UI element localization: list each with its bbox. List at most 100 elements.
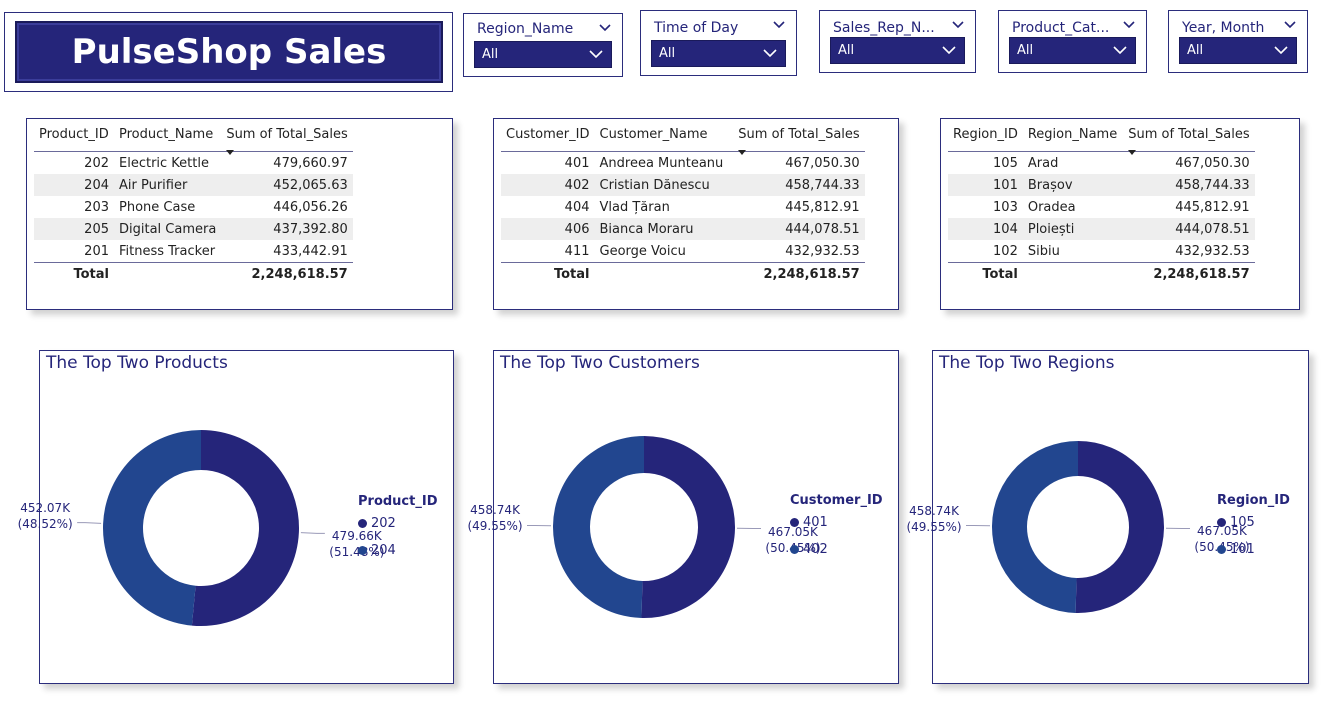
chevron-down-icon[interactable] bbox=[598, 21, 612, 35]
slicer-time-of-day[interactable]: Time of Day All bbox=[640, 10, 797, 76]
table-cell: Electric Kettle bbox=[119, 155, 209, 171]
legend-item-402[interactable]: 402 bbox=[790, 542, 828, 557]
chevron-down-icon[interactable] bbox=[1283, 18, 1297, 32]
legend-item-204[interactable]: 204 bbox=[358, 543, 396, 558]
table-cell: Bianca Moraru bbox=[594, 218, 729, 240]
legend-dot-icon bbox=[358, 546, 367, 555]
slicer-dropdown[interactable]: All bbox=[474, 41, 612, 68]
table-row[interactable]: 402 Cristian Dănescu 458,744.33 bbox=[501, 174, 865, 196]
table-cell: 458,744.33 bbox=[1122, 174, 1255, 196]
chevron-down-icon[interactable] bbox=[772, 18, 786, 32]
column-header[interactable]: Region_Name bbox=[1027, 127, 1118, 142]
table-row[interactable]: 406 Bianca Moraru 444,078.51 bbox=[501, 218, 865, 240]
table-cell: Sibiu bbox=[1027, 243, 1060, 259]
table-cell: 452,065.63 bbox=[221, 174, 353, 196]
donut-slice-402[interactable] bbox=[552, 436, 644, 618]
table-cell: 202 bbox=[84, 155, 109, 171]
slicer-label: Sales_Rep_N... bbox=[833, 20, 935, 36]
table-cell: 467,050.30 bbox=[1175, 155, 1250, 171]
regions-table: Region_ID Region_Name Sum of Total_Sales… bbox=[948, 125, 1255, 285]
donut-chart bbox=[77, 430, 325, 626]
donut-slice-401[interactable] bbox=[641, 436, 735, 618]
table-row[interactable]: 201 Fitness Tracker 433,442.91 bbox=[34, 240, 353, 263]
data-label-value: 458.74K bbox=[909, 503, 959, 518]
donut-chart bbox=[966, 441, 1190, 613]
chevron-down-icon[interactable] bbox=[1122, 18, 1136, 32]
data-label-value: 467.05K bbox=[768, 524, 818, 539]
donut-slice-202[interactable] bbox=[191, 430, 300, 626]
table-cell: Digital Camera bbox=[114, 218, 222, 240]
slicer-value: All bbox=[482, 47, 499, 62]
table-cell: 445,812.91 bbox=[1175, 199, 1250, 215]
legend-dot-icon bbox=[790, 545, 799, 554]
donut-slice-101[interactable] bbox=[991, 441, 1078, 613]
top-products-chart: The Top Two Products 479.66K (51.48%) 452.… bbox=[18, 350, 454, 684]
column-header[interactable]: Region_ID bbox=[953, 127, 1018, 142]
table-cell: 103 bbox=[993, 199, 1018, 215]
table-cell: 432,932.53 bbox=[1175, 243, 1250, 259]
table-row[interactable]: 202 Electric Kettle 479,660.97 bbox=[34, 152, 353, 175]
legend-item-202[interactable]: 202 bbox=[358, 516, 396, 531]
table-cell: 406 bbox=[501, 218, 595, 240]
table-row[interactable]: 105 Arad 467,050.30 bbox=[948, 152, 1255, 175]
column-header-sorted[interactable]: Sum of Total_Sales bbox=[1122, 125, 1254, 155]
column-header[interactable]: Customer_Name bbox=[599, 127, 708, 142]
top-customers-chart: The Top Two Customers 467.05K(50.45%)458… bbox=[467, 350, 899, 684]
slicer-dropdown[interactable]: All bbox=[651, 40, 786, 67]
legend-label: 105 bbox=[1230, 515, 1255, 530]
slicer-dropdown[interactable]: All bbox=[830, 37, 965, 64]
table-cell: Fitness Tracker bbox=[119, 243, 216, 259]
customers-table-card: Customer_ID Customer_Name Sum of Total_S… bbox=[493, 118, 899, 310]
legend-item-401[interactable]: 401 bbox=[790, 515, 828, 530]
table-row[interactable]: 205 Digital Camera 437,392.80 bbox=[34, 218, 353, 240]
table-row[interactable]: 104 Ploiești 444,078.51 bbox=[948, 218, 1255, 240]
table-row[interactable]: 102 Sibiu 432,932.53 bbox=[948, 240, 1255, 263]
table-total-row: Total 2,248,618.57 bbox=[501, 262, 865, 286]
data-label-value: 452.07K bbox=[20, 500, 71, 515]
slicer-dropdown[interactable]: All bbox=[1009, 37, 1136, 64]
table-cell: Ploiești bbox=[1022, 218, 1123, 240]
table-row[interactable]: 404 Vlad Țăran 445,812.91 bbox=[501, 196, 865, 218]
table-cell: 205 bbox=[34, 218, 114, 240]
table-cell: 479,660.97 bbox=[273, 155, 348, 171]
slicer-product-category[interactable]: Product_Cat... All bbox=[998, 10, 1147, 73]
table-row[interactable]: 204 Air Purifier 452,065.63 bbox=[34, 174, 353, 196]
table-row[interactable]: 101 Brașov 458,744.33 bbox=[948, 174, 1255, 196]
column-header[interactable]: Product_ID bbox=[39, 127, 109, 142]
column-header[interactable]: Product_Name bbox=[119, 127, 214, 142]
chevron-down-icon bbox=[763, 49, 777, 58]
column-header-sorted[interactable]: Sum of Total_Sales bbox=[728, 125, 864, 155]
top-regions-chart: The Top Two Regions 467.05K(50.45%)458.7… bbox=[906, 350, 1309, 684]
table-row[interactable]: 411 George Voicu 432,932.53 bbox=[501, 240, 865, 263]
table-cell: 104 bbox=[948, 218, 1023, 240]
legend-title: Customer_ID bbox=[790, 493, 883, 508]
slicer-sales-rep[interactable]: Sales_Rep_N... All bbox=[819, 10, 976, 73]
table-row[interactable]: 103 Oradea 445,812.91 bbox=[948, 196, 1255, 218]
slicer-dropdown[interactable]: All bbox=[1179, 37, 1297, 64]
total-value: 2,248,618.57 bbox=[763, 266, 860, 282]
slicer-value: All bbox=[1187, 43, 1204, 58]
table-row[interactable]: 203 Phone Case 446,056.26 bbox=[34, 196, 353, 218]
products-table: Product_ID Product_Name Sum of Total_Sal… bbox=[34, 125, 353, 285]
column-header[interactable]: Customer_ID bbox=[506, 127, 590, 142]
column-header-label: Sum of Total_Sales bbox=[226, 127, 348, 142]
slicer-year-month[interactable]: Year, Month All bbox=[1168, 10, 1308, 73]
legend-item-105[interactable]: 105 bbox=[1217, 515, 1255, 530]
column-header-sorted[interactable]: Sum of Total_Sales bbox=[221, 125, 352, 155]
data-label-value: 458.74K bbox=[470, 503, 520, 518]
table-header-row: Region_ID Region_Name Sum of Total_Sales bbox=[948, 125, 1255, 155]
table-cell: 432,932.53 bbox=[785, 243, 860, 259]
data-label: 452.07K (48.52%) bbox=[15, 500, 75, 532]
chart-title: The Top Two Products bbox=[46, 353, 228, 373]
table-row[interactable]: 401 Andreea Munteanu 467,050.30 bbox=[501, 152, 865, 175]
chevron-down-icon[interactable] bbox=[951, 18, 965, 32]
slicer-region-name[interactable]: Region_Name All bbox=[463, 13, 623, 77]
data-label-percent: (48.52%) bbox=[17, 516, 73, 531]
data-label-value: 467.05K bbox=[1197, 524, 1247, 539]
slicer-value: All bbox=[1017, 43, 1034, 58]
donut-slice-204[interactable] bbox=[103, 430, 201, 626]
legend-item-101[interactable]: 101 bbox=[1217, 542, 1255, 557]
slicer-value: All bbox=[838, 43, 855, 58]
donut-slice-105[interactable] bbox=[1075, 441, 1164, 613]
slicer-label: Time of Day bbox=[654, 20, 739, 36]
